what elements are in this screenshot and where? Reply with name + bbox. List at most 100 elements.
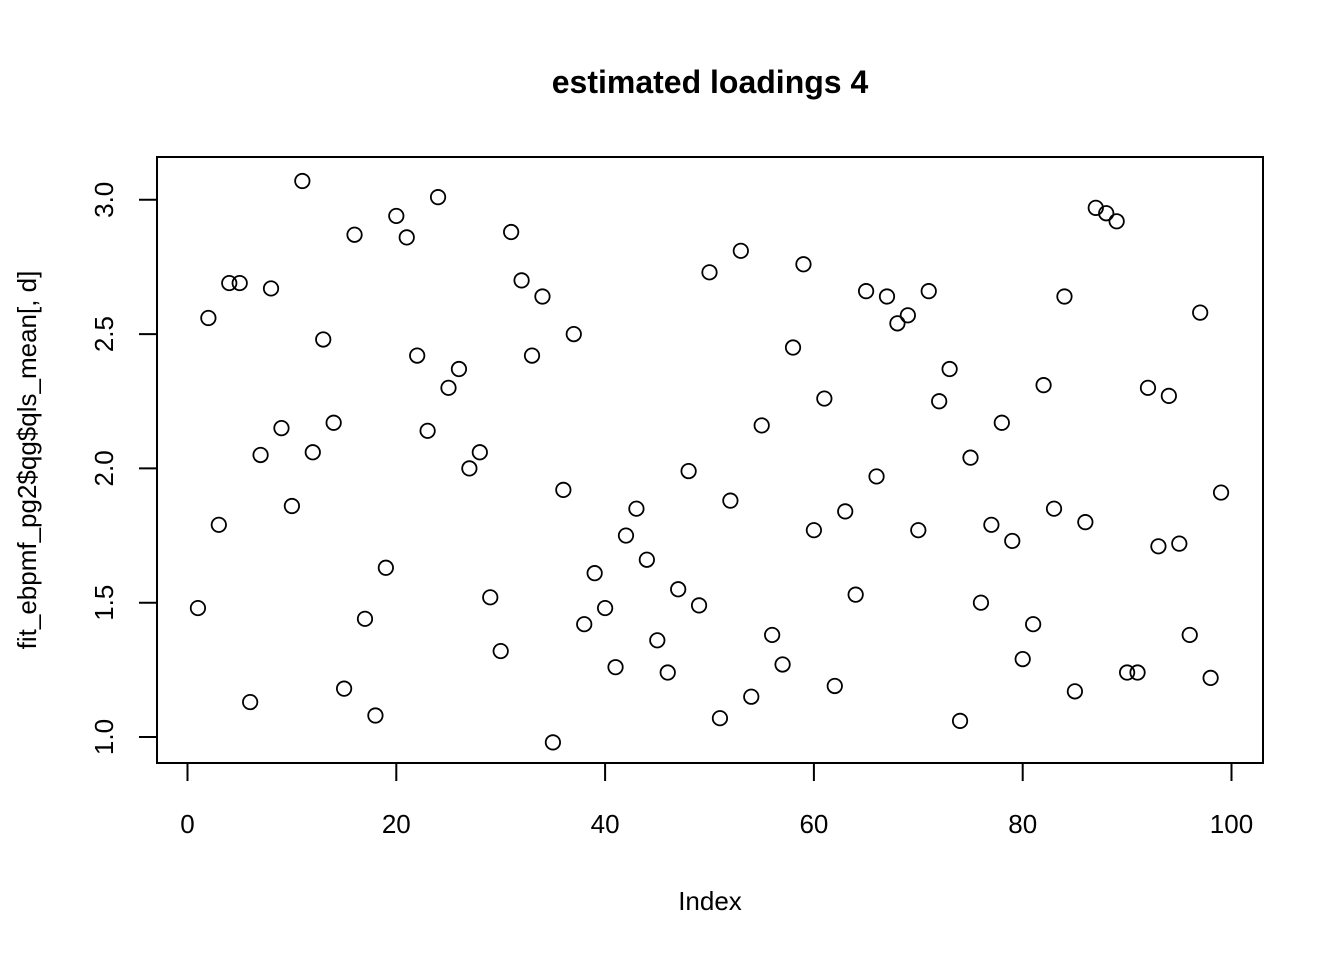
data-point	[743, 688, 760, 705]
data-point	[398, 229, 415, 246]
data-point	[429, 189, 447, 206]
data-point	[513, 272, 530, 289]
data-point	[450, 360, 468, 378]
data-point	[899, 307, 916, 324]
data-point	[231, 274, 248, 292]
x-tick-label: 60	[799, 809, 828, 839]
data-point	[1192, 304, 1209, 321]
data-point	[607, 659, 624, 676]
data-point	[889, 315, 906, 332]
data-point	[774, 656, 791, 673]
data-point	[1212, 484, 1230, 501]
data-point	[805, 522, 823, 539]
data-point	[1181, 626, 1198, 644]
data-point	[1014, 651, 1031, 668]
x-axis: 0 20 40 60 80 100	[180, 762, 1253, 839]
data-point	[586, 565, 603, 582]
data-point	[576, 616, 593, 633]
x-tick-label: 100	[1210, 809, 1253, 839]
data-point	[920, 283, 937, 300]
data-point	[523, 347, 541, 364]
data-point	[816, 390, 833, 407]
data-point	[649, 632, 666, 649]
data-point	[200, 309, 217, 327]
data-point	[377, 559, 394, 576]
data-point	[1108, 213, 1125, 230]
data-point	[826, 677, 843, 695]
data-point	[492, 642, 509, 660]
data-point	[701, 264, 718, 281]
y-axis: 1.0 1.5 2.0 2.5 3.0	[89, 182, 158, 755]
data-point	[555, 481, 572, 498]
data-point	[951, 712, 969, 729]
data-point	[941, 360, 958, 378]
x-axis-label: Index	[678, 886, 742, 916]
data-point	[482, 589, 499, 606]
data-point	[1119, 664, 1136, 681]
data-point	[638, 551, 655, 568]
data-point	[596, 599, 614, 617]
y-tick-label: 3.0	[89, 182, 119, 218]
data-point	[857, 283, 875, 300]
data-point	[283, 497, 300, 515]
data-point	[1045, 500, 1063, 517]
data-point	[1129, 664, 1146, 681]
data-point	[503, 223, 520, 241]
data-point	[690, 597, 708, 614]
x-tick-label: 0	[180, 809, 194, 839]
y-tick-label: 1.0	[89, 719, 119, 755]
data-point	[315, 331, 332, 348]
data-points	[189, 172, 1230, 751]
data-point	[847, 586, 864, 603]
data-point	[1077, 514, 1094, 531]
x-tick-label: 20	[382, 809, 411, 839]
data-point	[670, 581, 687, 598]
data-point	[273, 420, 290, 437]
data-point	[346, 226, 363, 243]
data-point	[878, 288, 896, 305]
data-point	[325, 414, 342, 431]
data-point	[388, 207, 405, 225]
data-point	[617, 527, 635, 544]
data-point	[356, 610, 374, 627]
data-point	[1139, 379, 1157, 396]
data-point	[221, 274, 238, 292]
data-point	[680, 462, 697, 480]
data-point	[534, 288, 551, 305]
data-point	[837, 503, 854, 520]
data-point	[210, 516, 227, 533]
data-point	[1056, 288, 1073, 305]
data-point	[1035, 377, 1052, 394]
data-point	[304, 444, 321, 461]
data-point	[544, 734, 562, 751]
data-point	[1066, 683, 1084, 700]
x-tick-label: 40	[591, 809, 620, 839]
plot-frame	[156, 156, 1264, 764]
data-point	[1202, 669, 1219, 687]
data-point	[993, 414, 1010, 431]
y-tick-label: 2.0	[89, 450, 119, 486]
data-point	[440, 379, 457, 396]
data-point	[659, 664, 676, 681]
data-point	[335, 680, 353, 697]
data-point	[1171, 535, 1188, 552]
data-point	[242, 693, 259, 711]
data-point	[189, 599, 207, 617]
chart-title: estimated loadings 4	[552, 64, 869, 100]
data-point	[1004, 532, 1021, 550]
data-point	[294, 172, 311, 190]
data-point	[784, 339, 802, 356]
data-point	[461, 460, 478, 477]
data-point	[1025, 616, 1042, 633]
data-point	[1150, 538, 1167, 555]
data-point	[868, 468, 885, 485]
data-point	[1087, 199, 1104, 216]
data-point	[931, 393, 948, 410]
data-point	[962, 449, 979, 466]
data-point	[764, 626, 781, 644]
data-point	[711, 710, 729, 727]
data-point	[722, 492, 739, 509]
data-point	[1098, 205, 1115, 222]
data-point	[262, 280, 280, 297]
